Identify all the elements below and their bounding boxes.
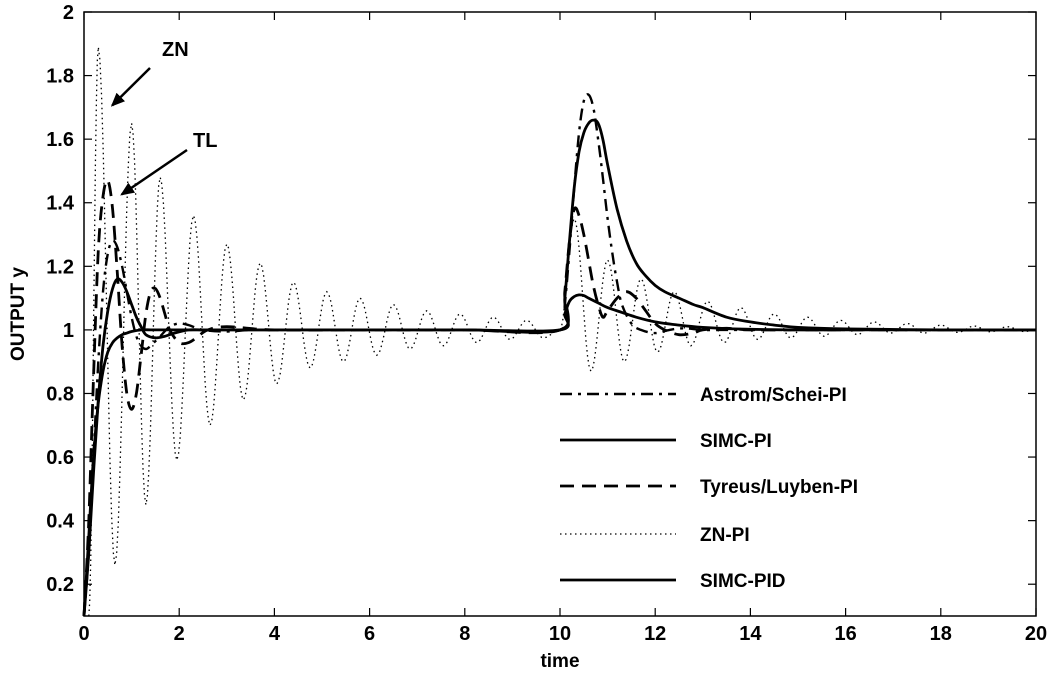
x-ticks: 0 2 4 6 8 10 12 14 16 18 20 — [78, 12, 1047, 645]
y-tick-label: 1.6 — [46, 129, 74, 151]
x-axis-label: time — [540, 651, 579, 672]
annotation-tl-arrow — [120, 148, 188, 196]
series-line-1 — [82, 118, 1037, 617]
y-tick-label: 2 — [63, 2, 74, 24]
x-tick-label: 2 — [174, 623, 185, 645]
x-tick-label: 18 — [930, 623, 952, 645]
series-group — [82, 46, 1037, 617]
annotation-zn-label: ZN — [162, 39, 189, 61]
x-tick-label: 0 — [78, 623, 89, 645]
annotation-tl-label: TL — [193, 130, 217, 152]
x-tick-label: 14 — [739, 623, 762, 645]
legend-label-0: Astrom/Schei-PI — [700, 385, 847, 406]
annotations: ZN TL — [110, 39, 217, 196]
y-ticks: 0.2 0.4 0.6 0.8 1 1.2 1.4 1.6 1.8 2 — [46, 2, 1036, 596]
x-tick-label: 10 — [549, 623, 571, 645]
legend-label-4: SIMC-PID — [700, 571, 786, 592]
y-tick-label: 1.2 — [46, 256, 74, 278]
x-tick-label: 8 — [459, 623, 470, 645]
legend-label-3: ZN-PI — [700, 525, 750, 546]
y-tick-label: 0.8 — [46, 383, 74, 405]
y-tick-label: 0.6 — [46, 447, 74, 469]
y-tick-label: 1 — [63, 320, 74, 342]
y-tick-label: 1.8 — [46, 66, 74, 88]
legend-label-1: SIMC-PI — [700, 431, 772, 452]
annotation-zn-arrow — [110, 67, 151, 107]
x-tick-label: 16 — [834, 623, 856, 645]
x-tick-label: 20 — [1025, 623, 1047, 645]
x-tick-label: 4 — [269, 623, 281, 645]
legend-label-2: Tyreus/Luyben-PI — [700, 477, 858, 498]
x-tick-label: 12 — [644, 623, 666, 645]
x-tick-label: 6 — [364, 623, 375, 645]
y-axis-label: OUTPUT y — [8, 267, 29, 361]
series-line-0 — [82, 93, 1036, 617]
series-line-4 — [82, 293, 1036, 617]
legend: Astrom/Schei-PI SIMC-PI Tyreus/Luyben-PI ZN… — [560, 385, 858, 592]
y-tick-label: 0.2 — [46, 574, 74, 596]
series-line-3 — [88, 46, 1036, 617]
y-tick-label: 0.4 — [46, 511, 75, 533]
plot-frame — [83, 11, 1037, 617]
y-tick-label: 1.4 — [46, 193, 75, 215]
